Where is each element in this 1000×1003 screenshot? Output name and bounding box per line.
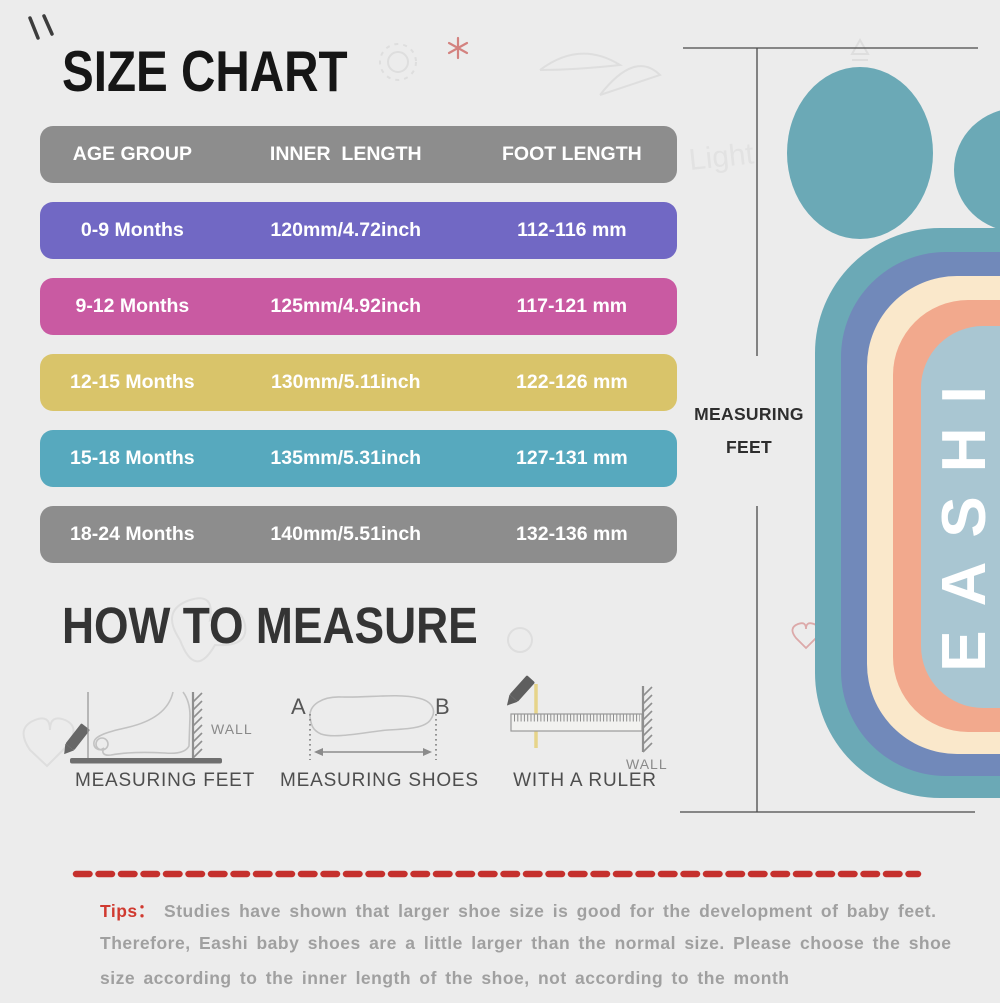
foot-measurement-panel: EASHI MEASURING FEET — [680, 0, 1000, 1000]
ruler-figure: WALL — [506, 675, 668, 772]
header-inner-length: INNER LENGTH — [269, 143, 422, 165]
big-toe-shape — [787, 67, 933, 239]
measure-guides — [309, 714, 437, 760]
pencil-icon — [506, 675, 535, 706]
ruler-caption: WITH A RULER — [513, 770, 657, 791]
foot-outline — [93, 691, 191, 756]
wall-hatch — [191, 692, 203, 760]
how-to-measure-title: HOW TO MEASURE — [62, 597, 478, 654]
point-b-label: B — [435, 694, 450, 719]
point-a-label: A — [291, 694, 306, 719]
wall-label: WALL — [211, 721, 253, 737]
pencil-icon — [64, 723, 90, 755]
wall-hatch — [641, 686, 653, 753]
table-row: 15-18 Months 135mm/5.31inch 127-131 mm — [40, 430, 677, 487]
tips-divider-dashed-line — [72, 870, 922, 878]
header-age-group: AGE GROUP — [72, 143, 192, 165]
table-row: 18-24 Months 140mm/5.51inch 132-136 mm — [40, 506, 677, 563]
length-arrow — [314, 748, 432, 756]
tips-label: Tips： — [100, 901, 156, 921]
second-toe-shape — [954, 110, 1000, 230]
ground-line — [70, 758, 222, 764]
light-doodle-text: Light — [687, 137, 756, 177]
table-row: 9-12 Months 125mm/4.92inch 117-121 mm — [40, 278, 677, 335]
header-foot-length: FOOT LENGTH — [501, 143, 642, 165]
table-header-row: AGE GROUP INNER LENGTH FOOT LENGTH — [40, 126, 677, 183]
tips-line-2: Therefore, Eashi baby shoes are a little… — [100, 933, 952, 953]
measuring-feet-annotation: MEASURING FEET — [694, 404, 804, 457]
measurement-bracket-lines — [680, 47, 978, 813]
foot-diagram — [680, 47, 1000, 813]
tips-line-3: size according to the inner length of th… — [100, 968, 790, 988]
wall-label: WALL — [626, 756, 668, 772]
tips-line-1: Tips： Studies have shown that larger sho… — [100, 898, 936, 933]
measuring-feet-figure: WALL — [64, 691, 253, 764]
brand-logo-vertical: EASHI — [930, 362, 999, 672]
measuring-feet-caption: MEASURING FEET — [74, 770, 256, 791]
table-row: 0-9 Months 120mm/4.72inch 112-116 mm — [40, 202, 677, 259]
measuring-shoes-figure: A B — [291, 694, 450, 760]
shoe-sole-outline — [309, 694, 435, 737]
page-title: SIZE CHART — [62, 39, 348, 104]
red-asterisk-doodle-icon — [447, 36, 469, 60]
foot-layer-lightblue — [921, 326, 1000, 708]
table-row: 12-15 Months 130mm/5.11inch 122-126 mm — [40, 354, 677, 411]
tips-text-1: Studies have shown that larger shoe size… — [164, 901, 937, 921]
measuring-shoes-caption: MEASURING SHOES — [280, 770, 479, 791]
dark-scribble-icon — [28, 14, 54, 40]
